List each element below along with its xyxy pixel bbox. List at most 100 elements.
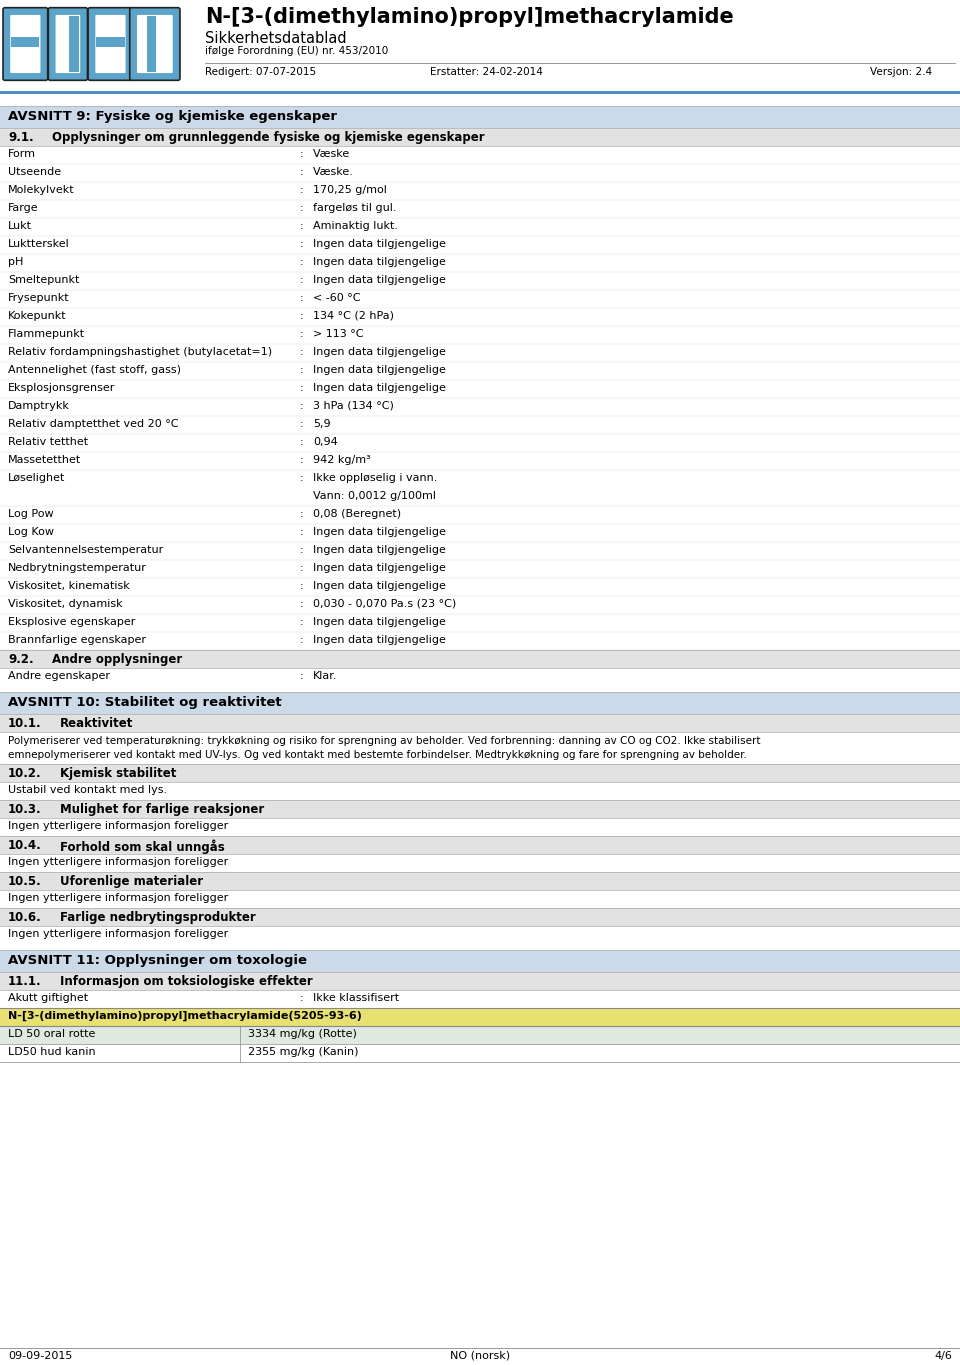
Text: Relativ tetthet: Relativ tetthet	[8, 437, 88, 446]
Text: Ingen data tilgjengelige: Ingen data tilgjengelige	[313, 384, 445, 393]
Text: Frysepunkt: Frysepunkt	[8, 293, 70, 303]
Text: Uforenlige materialer: Uforenlige materialer	[60, 875, 204, 889]
Bar	[12, 37, 39, 48]
Text: 5,9: 5,9	[313, 419, 330, 429]
Bar	[0, 164, 960, 182]
Text: Damptrykk: Damptrykk	[8, 401, 70, 411]
Text: Viskositet, kinematisk: Viskositet, kinematisk	[8, 581, 130, 591]
Text: Opplysninger om grunnleggende fysiske og kjemiske egenskaper: Opplysninger om grunnleggende fysiske og…	[52, 131, 485, 143]
Text: Eksplosive egenskaper: Eksplosive egenskaper	[8, 617, 135, 627]
Text: :: :	[300, 474, 303, 483]
FancyBboxPatch shape	[137, 15, 173, 74]
Text: 10.5.: 10.5.	[8, 875, 41, 889]
Bar	[0, 326, 960, 344]
Bar	[0, 506, 960, 524]
Text: Ustabil ved kontakt med lys.: Ustabil ved kontakt med lys.	[8, 785, 167, 794]
Text: :: :	[300, 186, 303, 195]
Bar	[0, 972, 960, 990]
Text: Relativ fordampningshastighet (butylacetat=1): Relativ fordampningshastighet (butylacet…	[8, 347, 272, 358]
Text: 0,08 (Beregnet): 0,08 (Beregnet)	[313, 509, 401, 519]
Text: Redigert: 07-07-2015: Redigert: 07-07-2015	[205, 67, 316, 76]
Text: :: :	[300, 581, 303, 591]
Bar	[0, 470, 960, 506]
Text: Flammepunkt: Flammepunkt	[8, 329, 85, 339]
Text: Eksplosjonsgrenser: Eksplosjonsgrenser	[8, 384, 115, 393]
Text: Ingen data tilgjengelige: Ingen data tilgjengelige	[313, 347, 445, 358]
Text: fargeløs til gul.: fargeløs til gul.	[313, 203, 396, 213]
Text: Utseende: Utseende	[8, 167, 61, 177]
Bar	[0, 146, 960, 164]
Text: 10.3.: 10.3.	[8, 803, 41, 816]
Bar	[0, 289, 960, 308]
Text: 134 °C (2 hPa): 134 °C (2 hPa)	[313, 311, 394, 321]
Text: Klar.: Klar.	[313, 672, 338, 681]
Text: pH: pH	[8, 257, 23, 268]
Text: Ingen data tilgjengelige: Ingen data tilgjengelige	[313, 562, 445, 573]
Text: Løselighet: Løselighet	[8, 474, 65, 483]
Bar	[0, 379, 960, 399]
Bar	[0, 416, 960, 434]
Bar	[0, 98, 960, 106]
Text: :: :	[300, 455, 303, 465]
Text: :: :	[300, 347, 303, 358]
Bar	[0, 542, 960, 560]
Text: Væske.: Væske.	[313, 167, 354, 177]
Text: Ingen data tilgjengelige: Ingen data tilgjengelige	[313, 617, 445, 627]
Bar	[0, 399, 960, 416]
Text: 10.2.: 10.2.	[8, 767, 41, 779]
Bar	[0, 452, 960, 470]
Text: Ingen data tilgjengelige: Ingen data tilgjengelige	[313, 581, 445, 591]
Bar	[0, 344, 960, 362]
Bar	[0, 732, 960, 764]
Text: :: :	[300, 617, 303, 627]
Text: :: :	[300, 329, 303, 339]
Text: :: :	[300, 293, 303, 303]
Text: 11.1.: 11.1.	[8, 975, 41, 988]
Text: Ikke klassifisert: Ikke klassifisert	[313, 992, 399, 1003]
Text: 9.1.: 9.1.	[8, 131, 34, 143]
Bar	[0, 0, 960, 96]
Text: Vann: 0,0012 g/100ml: Vann: 0,0012 g/100ml	[313, 491, 436, 501]
Text: :: :	[300, 167, 303, 177]
Bar	[0, 632, 960, 650]
Bar	[0, 1026, 960, 1044]
Text: Polymeriserer ved temperaturøkning: trykkøkning og risiko for sprengning av beho: Polymeriserer ved temperaturøkning: tryk…	[8, 736, 760, 747]
Text: 4/6: 4/6	[934, 1351, 952, 1361]
Text: LD50 hud kanin: LD50 hud kanin	[8, 1047, 96, 1057]
Text: emnepolymeriserer ved kontakt med UV-lys. Og ved kontakt med bestemte forbindels: emnepolymeriserer ved kontakt med UV-lys…	[8, 749, 747, 760]
Text: Lukt: Lukt	[8, 221, 32, 231]
Bar	[0, 764, 960, 782]
Bar	[0, 818, 960, 835]
Text: Kjemisk stabilitet: Kjemisk stabilitet	[60, 767, 177, 779]
Text: Viskositet, dynamisk: Viskositet, dynamisk	[8, 599, 123, 609]
Text: Forhold som skal unngås: Forhold som skal unngås	[60, 839, 225, 853]
Text: :: :	[300, 527, 303, 536]
Text: Farlige nedbrytingsprodukter: Farlige nedbrytingsprodukter	[60, 910, 255, 924]
Bar	[0, 890, 960, 908]
Bar	[0, 560, 960, 577]
Text: Luktterskel: Luktterskel	[8, 239, 70, 248]
FancyBboxPatch shape	[3, 8, 48, 81]
Text: :: :	[300, 203, 303, 213]
Text: Versjon: 2.4: Versjon: 2.4	[870, 67, 932, 76]
Text: LD 50 oral rotte: LD 50 oral rotte	[8, 1029, 95, 1039]
Text: :: :	[300, 509, 303, 519]
Text: Log Kow: Log Kow	[8, 527, 54, 536]
Bar	[0, 597, 960, 614]
Text: 09-09-2015: 09-09-2015	[8, 1351, 72, 1361]
Text: :: :	[300, 384, 303, 393]
FancyBboxPatch shape	[56, 15, 81, 74]
Text: AVSNITT 11: Opplysninger om toxologie: AVSNITT 11: Opplysninger om toxologie	[8, 954, 307, 966]
Text: 3 hPa (134 °C): 3 hPa (134 °C)	[313, 401, 394, 411]
Bar	[0, 614, 960, 632]
Text: Andre opplysninger: Andre opplysninger	[52, 652, 182, 666]
Text: :: :	[300, 274, 303, 285]
Bar	[0, 950, 960, 972]
Text: Ingen data tilgjengelige: Ingen data tilgjengelige	[313, 635, 445, 646]
Text: :: :	[300, 221, 303, 231]
Bar	[148, 16, 156, 72]
Text: Ingen data tilgjengelige: Ingen data tilgjengelige	[313, 527, 445, 536]
Text: :: :	[300, 599, 303, 609]
Bar	[0, 800, 960, 818]
Text: 10.4.: 10.4.	[8, 839, 41, 852]
